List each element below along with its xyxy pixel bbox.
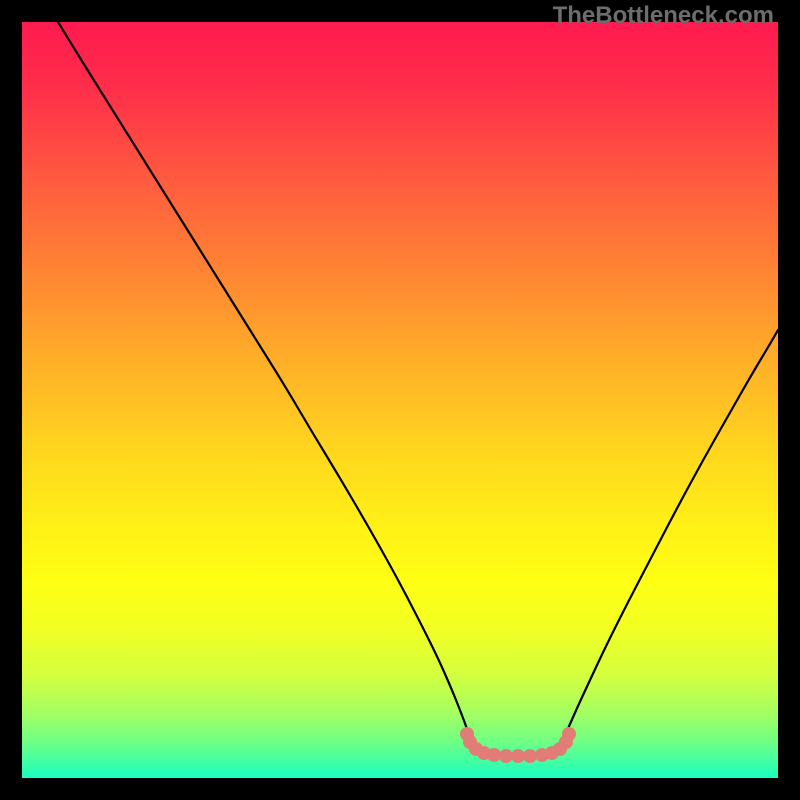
left-curve (58, 22, 474, 746)
watermark-text: TheBottleneck.com (553, 2, 774, 30)
frame-right (778, 0, 800, 800)
optimal-marker (562, 727, 576, 741)
plot-area (22, 22, 778, 778)
optimal-marker (511, 749, 525, 763)
chart-container: TheBottleneck.com (0, 0, 800, 800)
optimal-marker (499, 749, 513, 763)
right-curve (560, 330, 778, 746)
frame-bottom (0, 778, 800, 800)
frame-left (0, 0, 22, 800)
optimal-marker (523, 749, 537, 763)
optimal-marker (487, 748, 501, 762)
curve-layer (22, 22, 778, 778)
